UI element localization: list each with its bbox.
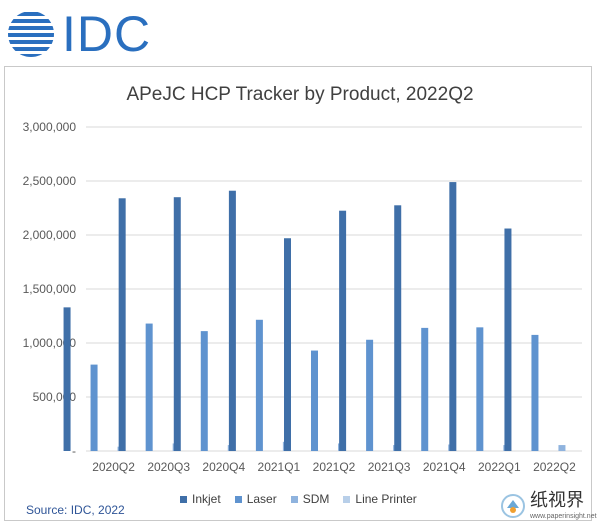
bar-laser [90, 364, 98, 451]
x-tick-label: 2020Q3 [147, 460, 190, 474]
x-tick-label: 2021Q2 [313, 460, 356, 474]
x-tick-label: 2021Q4 [423, 460, 466, 474]
watermark-text: 纸视界 [530, 490, 584, 511]
bar-inkjet [284, 238, 291, 451]
bar-sdm [558, 445, 566, 451]
y-tick-label: 1,000,000 [23, 336, 77, 350]
bar-inkjet [228, 190, 236, 451]
x-tick-label: 2020Q2 [92, 460, 135, 474]
globe-icon [8, 12, 54, 57]
legend-item: SDM [290, 492, 330, 506]
bar-laser [476, 327, 484, 451]
y-tick-label: - [72, 444, 76, 458]
chart-legend: Inkjet Laser SDM Line Printer [180, 492, 417, 506]
bar-inkjet [504, 228, 512, 451]
y-tick-label: 2,500,000 [23, 174, 77, 188]
watermark-url: www.paperinsight.net [530, 513, 597, 520]
y-tick-label: 2,000,000 [23, 228, 77, 242]
bar-laser [311, 350, 318, 451]
chart-title: APeJC HCP Tracker by Product, 2022Q2 [126, 84, 474, 105]
bar-laser [531, 334, 539, 451]
bar-inkjet [449, 182, 457, 451]
watermark: 纸视界 www.paperinsight.net [500, 492, 597, 520]
y-tick-label: 1,500,000 [23, 282, 77, 296]
legend-item: Inkjet [180, 492, 221, 506]
legend-label: Laser [246, 492, 277, 506]
bar-inkjet [394, 205, 402, 451]
bar-inkjet [339, 210, 347, 451]
y-tick-label: 3,000,000 [23, 120, 77, 134]
bar-inkjet [63, 307, 71, 451]
legend-item: Laser [234, 492, 277, 506]
bar-laser [145, 323, 153, 451]
legend-swatch [343, 495, 351, 503]
legend-swatch [234, 495, 242, 503]
legend-label: Line Printer [355, 492, 417, 506]
idc-logo: IDC [6, 8, 151, 60]
bar-laser [255, 319, 263, 451]
x-tick-label: 2020Q4 [202, 460, 245, 474]
chart-frame [4, 66, 592, 521]
watermark-logo-icon [501, 494, 525, 518]
bar-inkjet [118, 198, 126, 451]
source-note: Source: IDC, 2022 [26, 503, 125, 517]
legend-swatch [180, 495, 187, 503]
x-tick-label: 2022Q2 [533, 460, 576, 474]
legend-label: Inkjet [192, 492, 221, 506]
x-tick-label: 2022Q1 [478, 460, 521, 474]
bar-laser [421, 327, 429, 451]
legend-label: SDM [302, 492, 330, 506]
legend-swatch [290, 495, 298, 503]
bar-laser [366, 339, 374, 451]
bar-laser [200, 331, 208, 451]
x-tick-label: 2021Q3 [368, 460, 411, 474]
legend-item: Line Printer [343, 492, 417, 506]
x-tick-label: 2021Q1 [258, 460, 301, 474]
bar-inkjet [173, 197, 181, 451]
logo-text: IDC [62, 6, 152, 62]
